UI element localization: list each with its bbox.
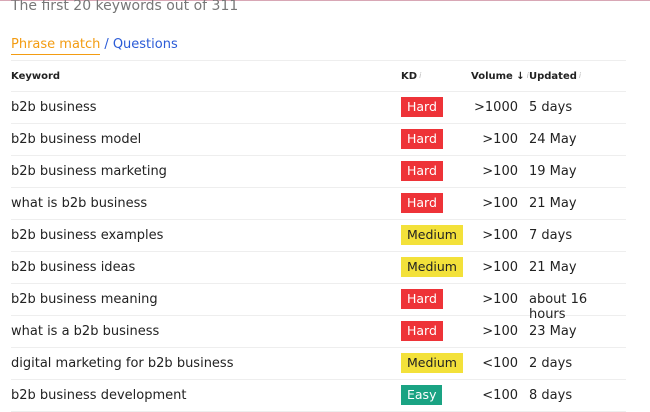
table-row: digital marketing for b2b business Mediu… [11,348,626,380]
info-icon: i [526,71,529,80]
kd-badge: Hard [401,321,443,341]
table-row: b2b business examples Medium >100 7 days [11,220,626,252]
volume-value: <100 [482,356,518,371]
volume-value: >100 [482,292,518,307]
kd-badge: Hard [401,161,443,181]
keyword-link[interactable]: digital marketing for b2b business [11,356,234,371]
kd-badge: Medium [401,353,463,373]
header-updated-label: Updated [529,71,577,82]
tab-questions[interactable]: Questions [112,37,178,52]
info-icon: i [578,71,582,80]
keyword-link[interactable]: what is a b2b business [11,324,160,339]
kd-badge: Medium [401,257,463,277]
volume-value: >100 [482,260,518,275]
volume-value: >100 [482,228,518,243]
header-volume[interactable]: Volume ↓ i [471,71,529,82]
updated-value: 7 days [529,228,573,243]
keyword-link[interactable]: b2b business ideas [11,260,136,275]
header-keyword: Keyword [11,71,61,82]
volume-value: <100 [482,388,518,403]
kd-badge: Medium [401,225,463,245]
kd-badge: Hard [401,193,443,213]
match-tabs: Phrase match / Questions [11,37,178,55]
header-kd-label: KD [401,71,418,82]
table-row: b2b business meaning Hard >100 about 16 … [11,284,626,322]
header-volume-label: Volume ↓ [471,71,525,82]
volume-value: >100 [482,196,518,211]
keyword-link[interactable]: what is b2b business [11,196,148,211]
header-kd[interactable]: KD i [401,71,421,82]
keyword-link[interactable]: b2b business examples [11,228,164,243]
keyword-link[interactable]: b2b business meaning [11,292,158,307]
volume-value: >100 [482,324,518,339]
keyword-link[interactable]: b2b business model [11,132,142,147]
updated-value: 5 days [529,100,573,115]
updated-value: 23 May [529,324,577,339]
table-row: b2b business Hard >1000 5 days [11,92,626,124]
updated-value: about 16 hours [529,292,588,322]
kd-badge: Hard [401,129,443,149]
header-updated[interactable]: Updated i [529,71,581,82]
volume-value: >1000 [474,100,518,115]
updated-value: 21 May [529,260,577,275]
table-row: b2b business model Hard >100 24 May [11,124,626,156]
table-row: b2b business development Easy <100 8 day… [11,380,626,412]
updated-value: 19 May [529,164,577,179]
tab-separator: / [104,37,109,52]
updated-value: 8 days [529,388,573,403]
updated-value: 2 days [529,356,573,371]
info-icon: i [419,71,422,80]
updated-value: 21 May [529,196,577,211]
results-count: The first 20 keywords out of 311 [11,0,239,14]
tab-phrase-match[interactable]: Phrase match [11,37,101,55]
keyword-link[interactable]: b2b business marketing [11,164,167,179]
table-row: what is a b2b business Hard >100 23 May [11,316,626,348]
table-row: what is b2b business Hard >100 21 May [11,188,626,220]
keywords-table: Keyword KD i Volume ↓ i Updated i b2b busin… [11,60,626,412]
table-row: b2b business ideas Medium >100 21 May [11,252,626,284]
keyword-link[interactable]: b2b business [11,100,97,115]
table-row: b2b business marketing Hard >100 19 May [11,156,626,188]
keyword-link[interactable]: b2b business development [11,388,187,403]
volume-value: >100 [482,164,518,179]
kd-badge: Easy [401,385,443,405]
volume-value: >100 [482,132,518,147]
kd-badge: Hard [401,97,443,117]
table-header: Keyword KD i Volume ↓ i Updated i [11,61,626,92]
top-divider [0,0,650,1]
kd-badge: Hard [401,289,443,309]
updated-value: 24 May [529,132,577,147]
